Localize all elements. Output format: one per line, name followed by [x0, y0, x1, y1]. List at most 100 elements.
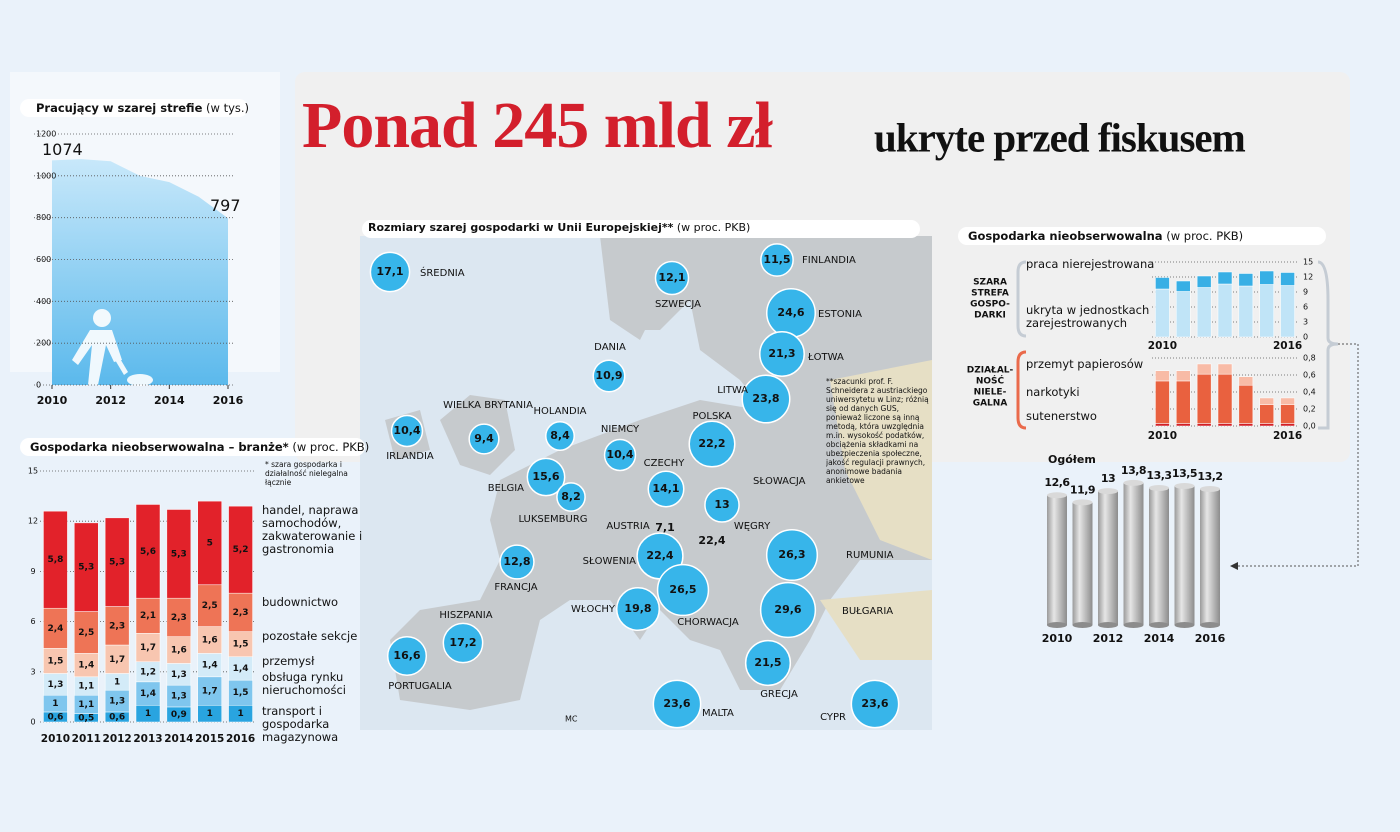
footnote-box: **szacunki prof. F. Schneidera z austria…: [826, 377, 929, 485]
y-tick-label: 0: [36, 381, 41, 390]
legend-label-box: transport i gospodarka magazynowa: [262, 705, 338, 744]
data-label: 5,8: [47, 555, 63, 565]
legend-label: pozostałe sekcje: [262, 630, 358, 643]
bar: [1123, 482, 1144, 625]
bar-segment: [1217, 283, 1233, 338]
bar-segment: [1238, 285, 1254, 338]
bar-segment: [1238, 423, 1254, 427]
group-label: STREFA: [971, 289, 1009, 299]
group-label: GOSPO-: [970, 300, 1010, 310]
bubble: [850, 679, 900, 729]
legend-label: praca nierejestrowana: [1026, 258, 1155, 271]
bar-segment: [166, 597, 192, 637]
bubble: [759, 331, 805, 377]
bubble: [545, 421, 575, 451]
bubble: [442, 622, 484, 664]
footnote-box: * szara gospodarka i działalność nielega…: [265, 460, 348, 487]
bubble: [386, 635, 428, 677]
data-label: 11,9: [1070, 483, 1095, 496]
legend-label: przemyt papierosów: [1026, 358, 1144, 371]
bar-segment: [197, 626, 222, 654]
data-label: 1: [237, 709, 243, 719]
country-label: DANIA: [594, 342, 626, 353]
legend-label-box: obsługa rynku nieruchomości: [262, 671, 346, 697]
bar: [1072, 502, 1093, 625]
y-tick-label: 15: [1303, 258, 1313, 267]
data-label: 1: [52, 699, 58, 709]
data-label: 21,3: [768, 347, 795, 360]
data-label: 26,5: [669, 583, 696, 596]
bar-cap: [1149, 485, 1169, 492]
chart-title: Ogółem: [1048, 453, 1096, 466]
chart-title: Gospodarka nieobserwowalna (w proc. PKB): [968, 229, 1243, 243]
bar-cap: [1098, 488, 1118, 495]
bar-segment: [228, 505, 253, 594]
bar-segment: [1196, 275, 1212, 288]
data-label: 1,5: [233, 688, 249, 698]
data-label: 1,5: [233, 640, 249, 650]
data-label: 1,3: [109, 697, 125, 707]
y-tick-label: 3: [30, 667, 35, 676]
data-label: 29,6: [774, 603, 801, 616]
legend-label-box: handel, naprawa samochodów, zakwaterowan…: [262, 504, 362, 556]
group-label: GALNA: [973, 399, 1008, 409]
x-tick-label: 2012: [1093, 632, 1124, 645]
data-label: 5,3: [78, 563, 94, 573]
x-tick-label: 2010: [1148, 430, 1177, 442]
legend-label-box: przemysł: [262, 655, 314, 668]
chart-title: Rozmiary szarej gospodarki w Unii Europe…: [368, 221, 750, 234]
bubble: [603, 438, 637, 472]
bar: [1047, 495, 1067, 625]
legend-label: sutenerstwo: [1026, 410, 1097, 423]
x-tick-label: 2014: [1144, 632, 1175, 645]
y-tick-label: 0,6: [1303, 371, 1316, 380]
bar-segment: [1280, 272, 1295, 286]
country-label: PORTUGALIA: [388, 681, 452, 692]
bubble: [652, 679, 702, 729]
data-label: 23,8: [752, 392, 779, 405]
legend-label-box: praca nierejestrowana: [1026, 258, 1155, 271]
country-label: SŁOWENIA: [583, 556, 636, 567]
x-tick-label: 2012: [95, 394, 126, 407]
data-label: 13: [714, 498, 729, 511]
main-subtitle: ukryte przed fiskusem: [874, 114, 1246, 160]
subtitle-text: (w proc. PKB): [677, 221, 751, 234]
country-label: AUSTRIA: [606, 521, 650, 532]
country-label: BELGIA: [488, 483, 524, 494]
y-tick-label: 6: [30, 617, 35, 626]
data-label: 8,4: [550, 429, 570, 442]
data-label: 797: [210, 196, 241, 215]
bubble: [556, 482, 586, 512]
country-label: ESTONIA: [818, 309, 862, 320]
y-tick-label: 12: [1303, 273, 1313, 282]
bubble: [654, 260, 690, 296]
data-label: 13,2: [1197, 470, 1222, 483]
group-label: DARKI: [974, 311, 1006, 321]
y-tick-label: 9: [30, 567, 35, 576]
data-label: 0,6: [109, 712, 125, 722]
bar-segment: [135, 633, 161, 663]
y-tick-label: 0: [30, 718, 35, 727]
data-label: 2,3: [171, 613, 187, 623]
data-label: 0,5: [78, 713, 94, 723]
data-label: 7,1: [655, 521, 675, 534]
data-label: 1,1: [78, 700, 94, 710]
country-label: CZECHY: [644, 458, 686, 469]
bar-segment: [135, 597, 161, 634]
legend-label: budownictwo: [262, 596, 339, 609]
bar-segment: [1196, 363, 1212, 375]
bar-segment: [1259, 404, 1274, 424]
data-label: 2,3: [109, 621, 125, 631]
data-label: 19,8: [624, 602, 651, 615]
data-label: 15,6: [532, 470, 559, 483]
country-label: WŁOCHY: [571, 604, 616, 615]
data-label: 23,6: [861, 697, 888, 710]
x-tick-label: 2011: [72, 733, 101, 745]
data-label: 1,4: [140, 689, 156, 699]
data-label: 10,9: [595, 369, 622, 382]
data-label: 16,6: [393, 649, 420, 662]
country-label: HISZPANIA: [439, 610, 492, 621]
data-label: 1: [114, 677, 120, 687]
data-label: 1,5: [47, 656, 63, 666]
bubble: [744, 639, 792, 687]
